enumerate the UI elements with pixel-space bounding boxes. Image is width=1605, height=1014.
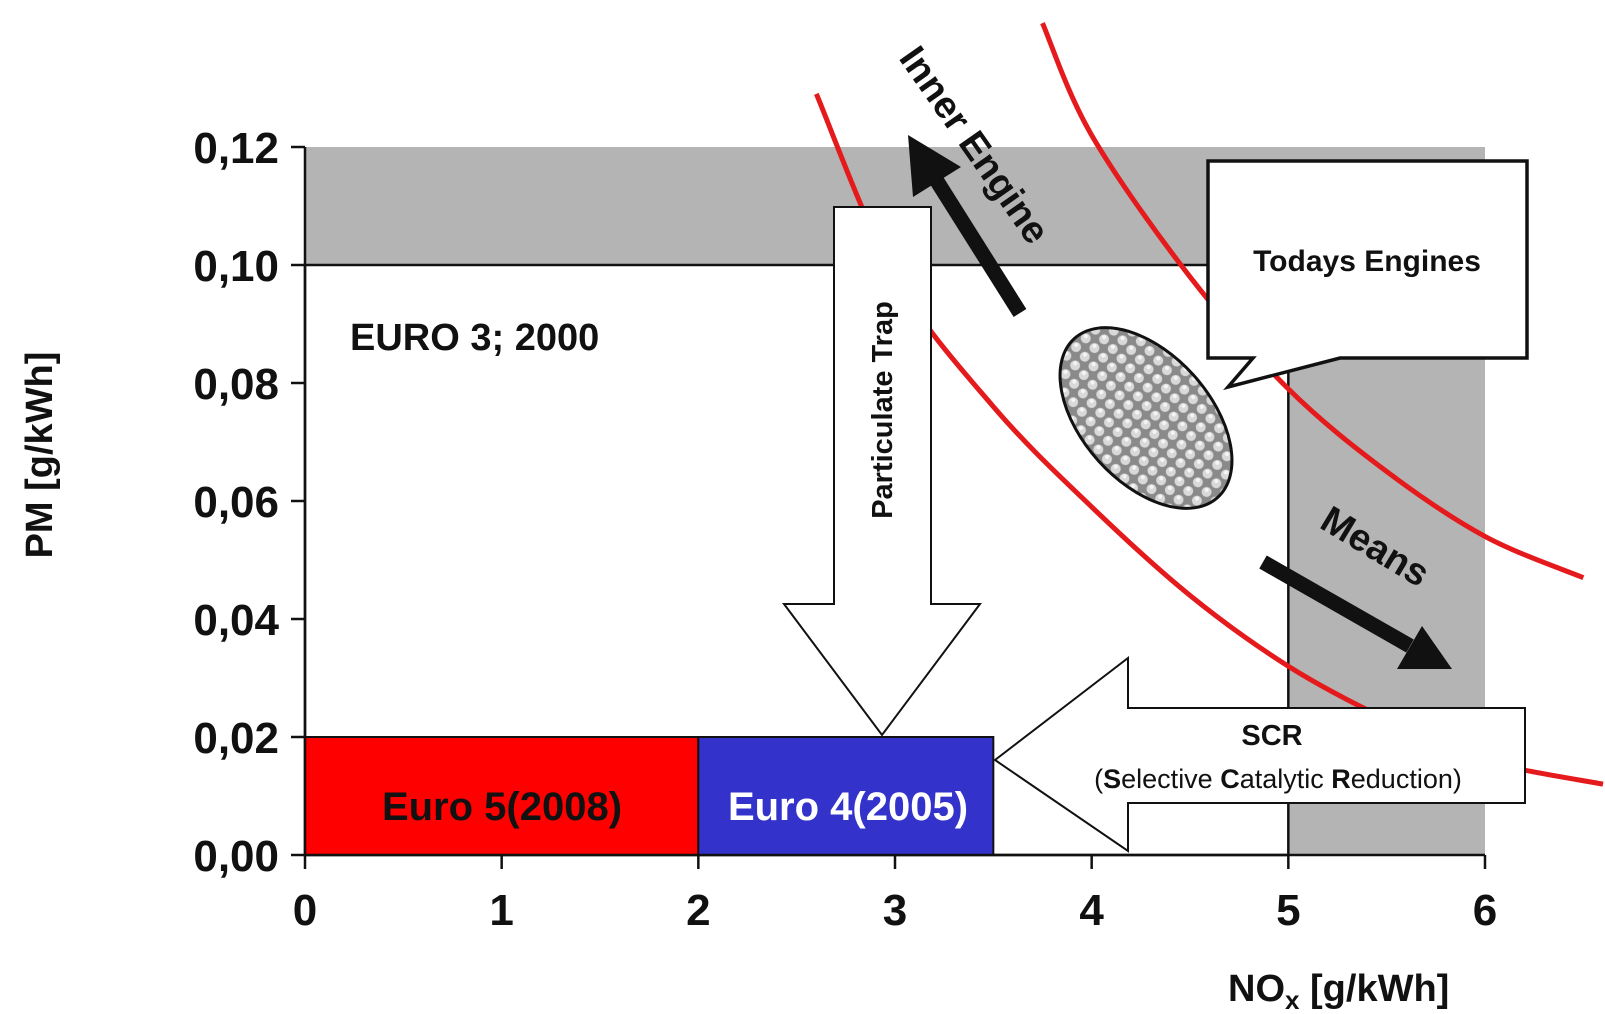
x-tick-label: 2 (686, 886, 710, 935)
callout-shape (1206, 159, 1529, 391)
x-ticks: 0 1 2 3 4 5 6 (293, 855, 1497, 935)
y-ticks: 0,00 0,02 0,04 0,06 0,08 0,10 0,12 (193, 124, 305, 881)
y-tick-label: 0,10 (193, 242, 279, 291)
inner-engine-arrow-shaft (928, 174, 1027, 317)
x-tick-label: 4 (1079, 886, 1104, 935)
means-arrow-head (1397, 626, 1452, 669)
x-tick-label: 3 (883, 886, 907, 935)
scr-arrow: SCR (Selective Catalytic Reduction) (993, 655, 1526, 853)
x-axis-title: NOx [g/kWh] (1228, 968, 1449, 1014)
y-tick-label: 0,08 (193, 360, 279, 409)
y-tick-label: 0,02 (193, 714, 279, 763)
euro3-label: EURO 3; 2000 (350, 317, 599, 359)
x-tick-label: 0 (293, 886, 317, 935)
todays-engines-ellipse (1058, 326, 1234, 510)
todays-engines-callout: Todays Engines (1206, 159, 1529, 391)
particulate-trap-arrow-shape (782, 206, 982, 737)
x-tick-label: 5 (1276, 886, 1300, 935)
means-arrow-shaft (1259, 555, 1414, 653)
y-axis-title: PM [g/kWh] (19, 352, 61, 559)
scr-subtitle: (Selective Catalytic Reduction) (1094, 764, 1462, 794)
x-tick-label: 1 (489, 886, 513, 935)
inner-engine-arrow-head (908, 135, 961, 197)
scr-arrow-shape (993, 655, 1526, 853)
region-3 (697, 736, 995, 856)
curve-1 (1040, 22, 1585, 581)
euro4-label: Euro 4(2005) (728, 785, 968, 829)
y-tick-label: 0,06 (193, 478, 279, 527)
scr-title: SCR (1241, 720, 1302, 752)
particulate-trap-label: Particulate Trap (867, 301, 899, 519)
region-2 (304, 736, 700, 856)
todays-engines-label: Todays Engines (1253, 245, 1481, 278)
euro5-label: Euro 5(2008) (382, 785, 622, 829)
x-tick-label: 6 (1473, 886, 1497, 935)
particulate-trap-arrow: Particulate Trap (782, 206, 982, 737)
y-tick-label: 0,00 (193, 832, 279, 881)
y-tick-label: 0,04 (193, 596, 279, 645)
y-tick-label: 0,12 (193, 124, 279, 173)
